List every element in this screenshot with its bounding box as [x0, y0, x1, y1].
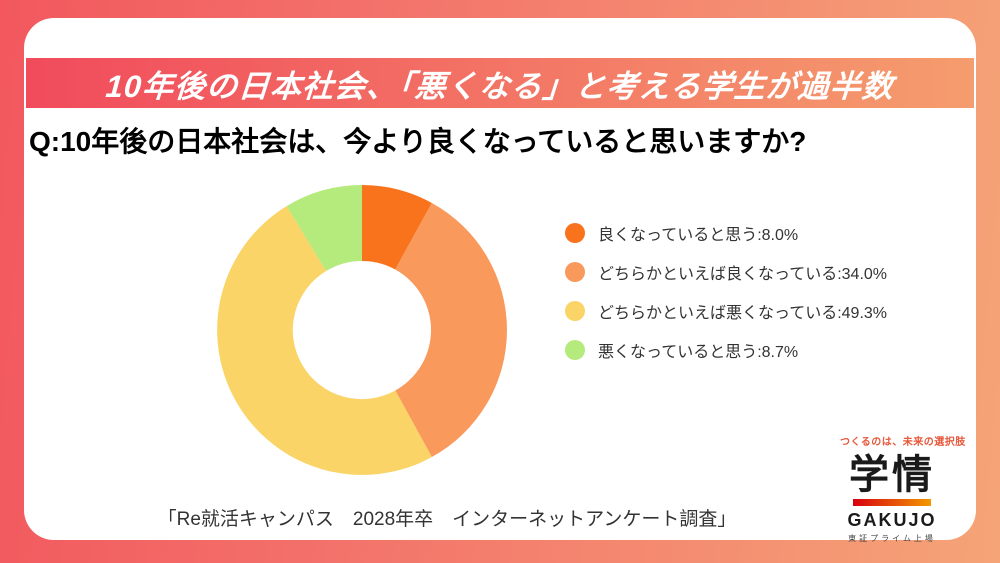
legend-item: 良くなっていると思う:8.0% [565, 222, 887, 244]
legend-item: どちらかといえば良くなっている:34.0% [565, 261, 887, 283]
chart-legend: 良くなっていると思う:8.0% どちらかといえば良くなっている:34.0% どちらか… [565, 222, 887, 361]
legend-color-dot [565, 301, 585, 321]
logo-accent-bar [853, 499, 931, 506]
legend-color-dot [565, 262, 585, 282]
headline-banner: 10年後の日本社会、「悪くなる」と考える学生が過半数 [26, 58, 974, 108]
donut-segment-1 [362, 185, 432, 270]
legend-item: 悪くなっていると思う:8.7% [565, 339, 887, 361]
legend-color-dot [565, 223, 585, 243]
gakujo-logo: つくるのは、未来の選択肢 学情 GAKUJO 東証プライム上場 [840, 437, 966, 543]
logo-name-english: GAKUJO [847, 510, 937, 530]
logo-tagline: つくるのは、未来の選択肢 [840, 437, 966, 448]
infographic-card: 10年後の日本社会、「悪くなる」と考える学生が過半数 Q:10年後の日本社会は、… [24, 18, 976, 543]
donut-segment-2 [395, 202, 507, 458]
legend-label: どちらかといえば良くなっている:34.0% [598, 266, 888, 283]
legend-label: どちらかといえば悪くなっている:49.3% [598, 305, 888, 322]
survey-question: Q:10年後の日本社会は、今より良くなっていると思いますか? [29, 126, 807, 157]
donut-chart-svg [217, 185, 507, 475]
legend-color-dot [565, 340, 585, 360]
donut-segment-3 [217, 206, 432, 475]
source-caption: 「Re就活キャンパス 2028年卒 インターネットアンケート調査」 [157, 509, 737, 530]
logo-name-japanese: 学情 [849, 453, 935, 497]
legend-label: 悪くなっていると思う:8.7% [598, 344, 799, 361]
logo-listing-label: 東証プライム上場 [848, 534, 936, 543]
legend-item: どちらかといえば悪くなっている:49.3% [565, 300, 887, 322]
donut-segment-4 [286, 185, 362, 272]
donut-chart [217, 185, 507, 475]
headline-text: 10年後の日本社会、「悪くなる」と考える学生が過半数 [104, 68, 896, 104]
legend-label: 良くなっていると思う:8.0% [598, 227, 799, 244]
